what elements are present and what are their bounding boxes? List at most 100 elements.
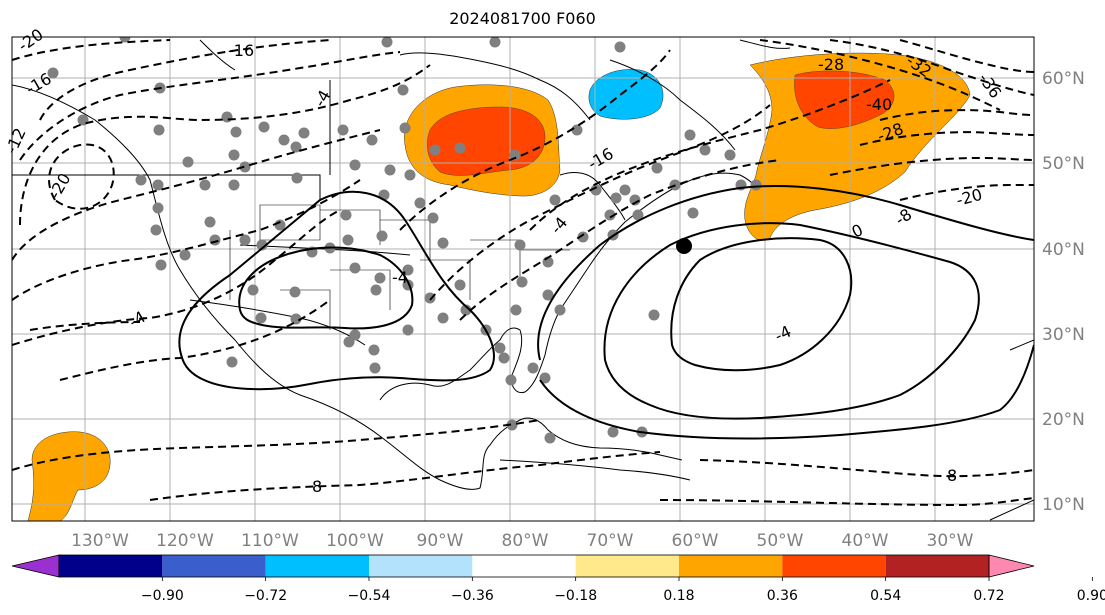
colorbar-extend-high xyxy=(988,554,1035,578)
station-marker xyxy=(230,126,242,138)
station-marker xyxy=(527,362,539,374)
station-marker xyxy=(489,37,501,48)
station-marker xyxy=(544,432,556,444)
station-marker xyxy=(376,230,388,242)
station-marker xyxy=(228,179,240,191)
station-marker xyxy=(514,239,526,251)
solid-contours xyxy=(178,184,1034,440)
colorbar-tick-label: −0.54 xyxy=(348,588,391,604)
station-marker xyxy=(209,234,221,246)
station-marker xyxy=(298,127,310,139)
station-marker xyxy=(152,202,164,214)
station-marker xyxy=(454,279,466,291)
longitude-label: 30°W xyxy=(927,531,974,551)
colorbar-segment xyxy=(885,555,989,577)
latitude-label: 50°N xyxy=(1042,154,1085,174)
station-marker xyxy=(516,276,528,288)
contour-label: -28 xyxy=(818,55,844,74)
longitude-label: 80°W xyxy=(502,531,549,551)
station-marker xyxy=(370,284,382,296)
colorbar-segment xyxy=(162,555,266,577)
station-marker xyxy=(427,212,439,224)
longitude-labels: 130°W 120°W 110°W 100°W 90°W 80°W 70°W 60°W 50°W… xyxy=(71,531,974,551)
colorbar-segment xyxy=(59,555,163,577)
latitude-label: 60°N xyxy=(1042,69,1085,89)
longitude-label: 40°W xyxy=(842,531,889,551)
station-markers xyxy=(47,37,762,444)
station-marker xyxy=(505,374,517,386)
contour-label: -4 xyxy=(772,322,794,346)
latitude-label: 40°N xyxy=(1042,240,1085,260)
longitude-label: 120°W xyxy=(156,531,214,551)
station-marker xyxy=(150,224,162,236)
station-marker xyxy=(454,142,466,154)
colorbar-outline xyxy=(58,554,990,578)
station-marker xyxy=(590,184,602,196)
station-marker xyxy=(577,231,589,243)
station-marker xyxy=(179,249,191,261)
station-marker xyxy=(437,312,449,324)
station-marker xyxy=(397,84,409,96)
station-marker xyxy=(610,192,622,204)
colorbar-segment xyxy=(369,555,473,577)
longitude-label: 70°W xyxy=(587,531,634,551)
station-marker xyxy=(239,234,251,246)
station-marker xyxy=(724,149,736,161)
station-marker xyxy=(226,356,238,368)
station-marker xyxy=(402,264,414,276)
station-marker xyxy=(604,209,616,221)
latitude-label: 20°N xyxy=(1042,410,1085,430)
longitude-label: 130°W xyxy=(71,531,129,551)
station-marker xyxy=(632,209,644,221)
station-marker xyxy=(424,292,436,304)
colorbar-tick-label: −0.90 xyxy=(141,588,184,604)
station-marker xyxy=(278,134,290,146)
station-marker xyxy=(651,162,663,174)
station-marker xyxy=(155,259,167,271)
colorbar xyxy=(11,554,1035,578)
contour-label: 8 xyxy=(947,466,957,485)
longitude-label: 90°W xyxy=(417,531,464,551)
station-marker xyxy=(381,37,393,48)
colorbar-tick-label: −0.36 xyxy=(451,588,494,604)
station-marker xyxy=(549,194,561,206)
colorbar-tick-label: 0.72 xyxy=(973,588,1004,604)
station-marker xyxy=(399,122,411,134)
station-marker xyxy=(135,174,147,186)
station-marker xyxy=(228,149,240,161)
station-marker xyxy=(750,179,762,191)
station-marker xyxy=(699,144,711,156)
station-marker xyxy=(343,336,355,348)
station-marker xyxy=(384,164,396,176)
great-lakes-red-region xyxy=(427,106,546,176)
station-marker xyxy=(342,234,354,246)
storm-center-marker xyxy=(676,238,692,254)
station-marker xyxy=(510,304,522,316)
station-marker xyxy=(340,209,352,221)
station-marker xyxy=(619,184,631,196)
map-title: 2024081700 F060 xyxy=(449,9,596,28)
station-marker xyxy=(182,156,194,168)
station-marker xyxy=(404,169,416,181)
contour-label: -16 xyxy=(228,41,254,60)
shaded-regions xyxy=(27,52,971,521)
station-marker xyxy=(571,124,583,136)
station-marker xyxy=(437,237,449,249)
colorbar-segment xyxy=(679,555,783,577)
station-marker xyxy=(152,179,164,191)
station-marker xyxy=(366,134,378,146)
station-marker xyxy=(629,194,641,206)
station-marker xyxy=(460,304,472,316)
colorbar-tick-label: 0.18 xyxy=(663,588,694,604)
station-marker xyxy=(290,313,302,325)
dashed-contours xyxy=(12,39,1034,507)
station-marker xyxy=(337,124,349,136)
station-marker xyxy=(153,124,165,136)
station-marker xyxy=(554,304,566,316)
colorbar-tick-label: 0.36 xyxy=(767,588,798,604)
station-marker xyxy=(349,262,361,274)
station-marker xyxy=(368,344,380,356)
station-marker xyxy=(291,172,303,184)
station-marker xyxy=(509,149,521,161)
